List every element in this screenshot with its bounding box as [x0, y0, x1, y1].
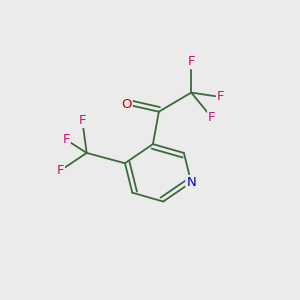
- Text: F: F: [62, 133, 70, 146]
- Text: F: F: [217, 91, 224, 103]
- Text: F: F: [208, 111, 216, 124]
- Text: O: O: [121, 98, 132, 111]
- Text: N: N: [186, 176, 196, 189]
- Text: F: F: [188, 55, 195, 68]
- Text: F: F: [79, 114, 86, 127]
- Text: F: F: [56, 164, 64, 177]
